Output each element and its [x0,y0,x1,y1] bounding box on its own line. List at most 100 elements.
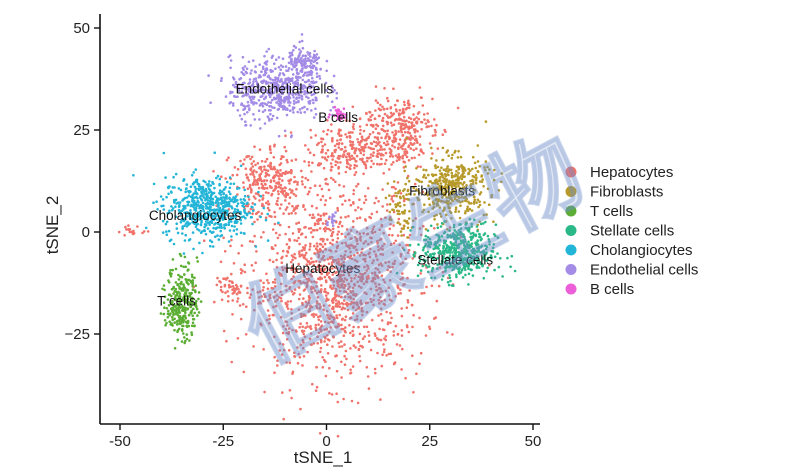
data-point [254,192,258,195]
data-point [165,233,169,236]
data-point [353,157,356,161]
data-point [448,195,451,198]
data-point [462,181,466,184]
data-point [276,108,280,111]
data-point [457,195,461,199]
data-point [306,192,310,196]
data-point [281,343,285,346]
data-point [246,291,249,295]
data-point [376,152,380,155]
data-point [292,106,296,109]
data-point [176,314,180,317]
legend-marker [565,244,577,256]
data-point [222,236,225,240]
data-point [444,174,448,178]
data-point [189,305,192,309]
data-point [252,345,255,348]
data-point [458,243,461,246]
data-point [386,96,389,100]
data-point [407,99,410,103]
data-point [176,283,179,287]
data-point [390,299,393,303]
data-point [249,173,252,176]
data-point [410,121,413,124]
data-point [305,321,309,325]
data-point [247,198,251,201]
data-point [467,264,471,267]
data-point [263,182,267,186]
data-point [396,155,400,159]
data-point [326,148,330,152]
data-point [398,138,402,141]
data-point [259,279,263,282]
data-point [401,210,404,214]
data-point [379,287,383,291]
data-point [190,273,194,277]
data-point [338,195,342,198]
data-point [473,175,476,179]
data-point [453,233,457,237]
data-point [474,234,478,238]
data-point [428,327,432,331]
data-point [258,75,262,79]
data-point [187,223,190,227]
data-point [220,298,224,302]
data-point [421,190,425,194]
data-point [262,206,266,210]
data-point [267,101,270,104]
data-point [352,253,356,257]
data-point [448,168,451,171]
data-point [441,176,445,179]
data-point [319,269,323,273]
data-point [293,354,296,358]
data-point [351,125,355,129]
data-point [314,326,318,330]
data-point [260,170,264,173]
data-point [354,245,357,248]
data-point [189,279,192,283]
data-point [383,87,386,90]
data-point [310,109,313,112]
data-point [330,255,334,259]
data-point [349,269,353,273]
data-point [250,216,253,219]
data-point [208,180,211,183]
data-point [289,300,293,303]
data-point [386,143,390,146]
data-point [449,247,452,250]
data-point [242,186,245,189]
data-point [304,59,308,63]
data-point [413,156,416,160]
data-point [282,348,286,352]
data-point [252,59,255,62]
data-point [455,273,458,277]
data-point [378,270,381,274]
data-point [377,314,380,317]
data-point [339,279,343,283]
data-point [435,213,438,217]
data-point [396,234,400,237]
data-point [436,226,440,229]
data-point [252,113,255,116]
data-point [467,283,470,286]
data-point [247,195,250,199]
data-point [334,180,337,184]
data-point [464,273,467,277]
data-point [242,181,245,184]
data-point [322,166,326,170]
data-point [396,221,400,224]
data-point [254,245,258,248]
data-point [480,250,484,254]
data-point [263,109,267,112]
data-point [190,218,194,221]
data-point [380,157,383,161]
data-point [361,157,364,160]
data-point [355,154,359,158]
data-point [180,280,183,284]
data-point [275,258,278,262]
data-point [258,166,261,170]
data-point [388,218,392,221]
data-point [146,230,150,233]
data-point [391,155,395,158]
data-point [365,366,369,369]
